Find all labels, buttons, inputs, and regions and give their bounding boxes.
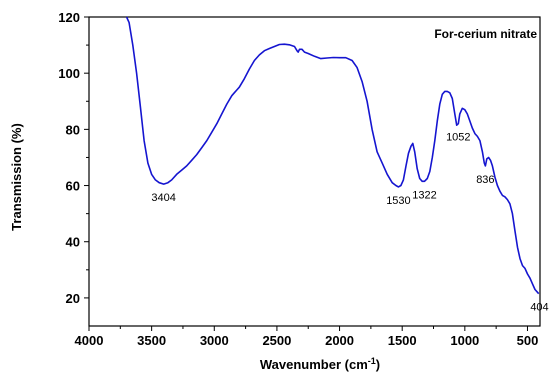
peak-label: 3404: [151, 192, 175, 204]
y-tick-label: 100: [58, 66, 80, 81]
peak-label: 836: [476, 174, 494, 186]
x-tick-label: 2000: [325, 333, 354, 348]
y-tick-label: 40: [66, 235, 80, 250]
x-axis-title: Wavenumber (cm-1): [260, 356, 380, 372]
y-tick-label: 20: [66, 291, 80, 306]
peak-label: 404: [530, 302, 548, 314]
x-tick-label: 4000: [75, 333, 104, 348]
plot-border: [88, 16, 541, 327]
x-tick-label: 1500: [388, 333, 417, 348]
series-line: [125, 16, 540, 295]
x-tick-label: 500: [517, 333, 539, 348]
plot-frame: [88, 16, 541, 327]
x-axis-title-close: ): [376, 357, 380, 372]
peak-label: 1052: [446, 132, 470, 144]
x-axis: 4000 3500 3000 2500 2000 1500 1000 500: [75, 326, 539, 348]
x-axis-title-superscript: -1: [368, 356, 376, 366]
y-tick-label: 60: [66, 179, 80, 194]
x-tick-label: 1000: [450, 333, 479, 348]
annotation-layer: 3404 1530 1322 1052 836 404: [151, 132, 548, 314]
peak-label: 1530: [386, 195, 410, 207]
legend-label: For-cerium nitrate: [434, 27, 537, 41]
x-tick-label: 2500: [262, 333, 291, 348]
x-axis-title-main: Wavenumber (cm: [260, 357, 368, 372]
y-axis: 20 40 60 80 100 120: [58, 10, 89, 306]
y-tick-label: 80: [66, 122, 80, 137]
x-tick-label: 3000: [200, 333, 229, 348]
peak-label: 1322: [412, 189, 436, 201]
series-layer: [125, 16, 540, 295]
y-tick-label: 120: [58, 10, 80, 25]
y-axis-title: Transmission (%): [9, 123, 24, 231]
x-tick-label: 3500: [137, 333, 166, 348]
